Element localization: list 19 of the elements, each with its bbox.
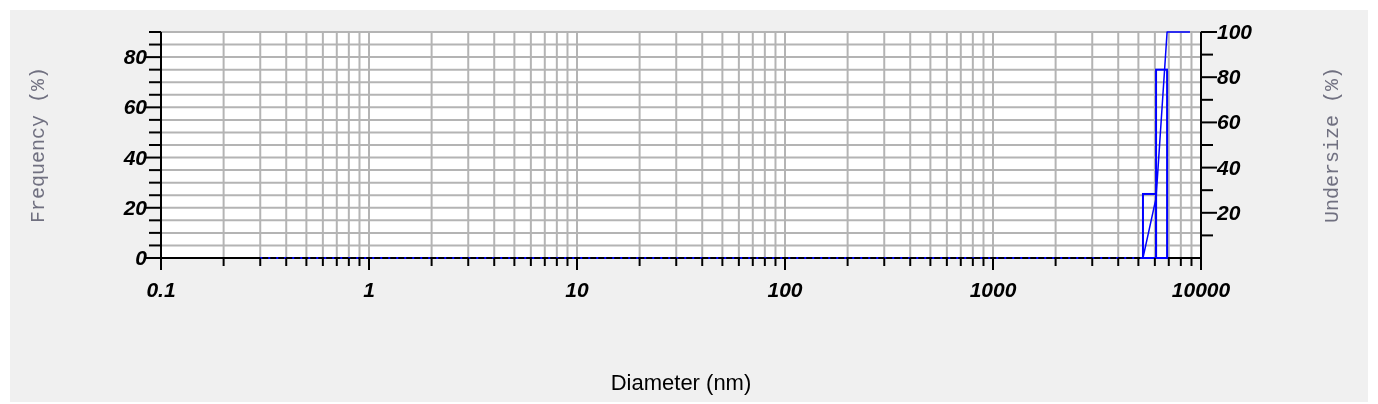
x-tick-label: 0.1 — [146, 278, 176, 301]
x-tick-label: 100 — [767, 278, 803, 301]
y-tick-label: 40 — [122, 145, 148, 169]
x-tick-label: 10 — [565, 278, 589, 301]
y-axis-title: Frequency (%) — [27, 66, 50, 224]
y2-tick-label: 60 — [1217, 110, 1241, 134]
y2-tick-label: 40 — [1216, 155, 1241, 179]
y-tick-label: 20 — [122, 195, 148, 219]
x-tick-label: 1000 — [969, 278, 1017, 301]
y2-axis-title: Undersize (%) — [1321, 66, 1344, 224]
x-tick-label: 10000 — [1171, 278, 1231, 301]
y-tick-label: 0 — [135, 246, 148, 269]
x-tick-label: 1 — [363, 278, 375, 301]
y2-tick-label: 80 — [1217, 65, 1241, 89]
y2-tick-label: 100 — [1217, 20, 1253, 43]
y-tick-label: 80 — [123, 45, 148, 69]
x-axis-title: Diameter (nm) — [610, 370, 752, 395]
y-tick-label: 60 — [123, 95, 148, 119]
y2-tick-label: 20 — [1216, 200, 1241, 224]
